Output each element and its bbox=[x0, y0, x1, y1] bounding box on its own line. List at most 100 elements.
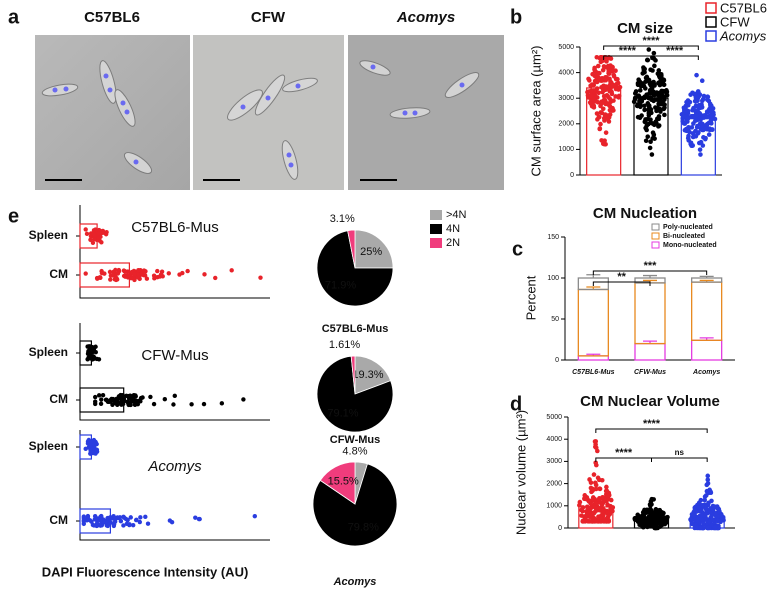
y-tick-label: 0 bbox=[558, 525, 562, 532]
error-bar bbox=[643, 274, 657, 278]
panel-letter: e bbox=[8, 205, 19, 227]
point bbox=[696, 505, 701, 510]
point bbox=[700, 143, 706, 148]
point bbox=[609, 83, 615, 89]
point bbox=[608, 505, 614, 511]
y-tick-label: 5000 bbox=[546, 414, 562, 421]
point bbox=[646, 523, 652, 528]
legend-label: C57BL6 bbox=[720, 0, 767, 15]
point bbox=[656, 520, 662, 525]
point bbox=[193, 515, 198, 520]
point bbox=[108, 399, 113, 404]
point bbox=[662, 112, 667, 118]
point bbox=[114, 396, 119, 402]
point bbox=[598, 515, 604, 520]
y-tick-label: 3000 bbox=[546, 458, 562, 465]
point bbox=[241, 397, 246, 402]
point bbox=[613, 86, 619, 92]
point bbox=[91, 346, 96, 351]
point bbox=[121, 396, 126, 401]
point bbox=[137, 519, 143, 525]
point bbox=[599, 502, 605, 507]
point bbox=[646, 77, 652, 83]
point bbox=[132, 277, 137, 283]
point bbox=[652, 63, 657, 69]
point bbox=[690, 90, 695, 96]
legend-swatch bbox=[705, 2, 717, 14]
y-tick-label: Spleen bbox=[29, 439, 68, 453]
point bbox=[702, 497, 708, 503]
point bbox=[169, 520, 175, 525]
point bbox=[604, 75, 610, 80]
point bbox=[707, 106, 712, 112]
point bbox=[91, 236, 97, 242]
point bbox=[705, 481, 711, 486]
point bbox=[127, 402, 133, 407]
point bbox=[83, 227, 88, 232]
point bbox=[649, 110, 654, 116]
point bbox=[719, 515, 725, 521]
y-axis-label: Percent bbox=[523, 275, 538, 320]
legend-label: Poly-nucleated bbox=[663, 224, 713, 231]
pie-slice bbox=[347, 229, 356, 269]
point bbox=[645, 93, 650, 98]
point bbox=[159, 269, 165, 274]
point bbox=[201, 401, 207, 407]
y-tick-label: Spleen bbox=[29, 228, 68, 242]
y-tick-label: 100 bbox=[547, 275, 559, 282]
point bbox=[648, 120, 654, 126]
point bbox=[151, 273, 157, 278]
point bbox=[642, 107, 647, 113]
point bbox=[652, 525, 658, 531]
point bbox=[108, 277, 113, 282]
point bbox=[685, 128, 690, 134]
x-tick-label: Acomys bbox=[692, 369, 720, 376]
point bbox=[155, 268, 160, 274]
point bbox=[592, 517, 597, 523]
pie-slice bbox=[354, 229, 394, 269]
point bbox=[219, 401, 225, 406]
point bbox=[649, 152, 655, 157]
point bbox=[103, 520, 108, 525]
point bbox=[643, 138, 649, 144]
point bbox=[690, 134, 696, 140]
legend-label: >4N bbox=[446, 209, 467, 221]
point bbox=[99, 397, 104, 402]
y-tick-label: 2000 bbox=[558, 121, 574, 128]
point bbox=[702, 494, 708, 499]
point bbox=[604, 59, 609, 64]
point bbox=[89, 519, 94, 524]
slice-label: 79.8% bbox=[348, 522, 379, 534]
point bbox=[591, 472, 597, 477]
point bbox=[597, 126, 603, 131]
point bbox=[144, 276, 150, 281]
x-tick-label: CFW-Mus bbox=[634, 369, 666, 376]
point bbox=[590, 495, 596, 500]
point bbox=[615, 80, 621, 86]
legend-swatch bbox=[705, 30, 717, 42]
point bbox=[660, 518, 665, 524]
point-cloud bbox=[83, 437, 100, 456]
point bbox=[94, 441, 99, 447]
point bbox=[84, 518, 90, 523]
point bbox=[252, 513, 257, 519]
point bbox=[658, 71, 664, 77]
point bbox=[121, 523, 126, 528]
point bbox=[258, 275, 263, 280]
error-bar bbox=[699, 275, 714, 278]
point bbox=[134, 517, 139, 523]
point bbox=[598, 78, 603, 83]
point bbox=[81, 514, 87, 519]
point bbox=[603, 130, 609, 135]
significance-bracket bbox=[651, 457, 708, 462]
chart-title: CM size bbox=[617, 20, 673, 37]
point bbox=[658, 107, 663, 112]
point bbox=[645, 134, 651, 139]
legend-label: 4N bbox=[446, 223, 460, 235]
chart-title: Acomys bbox=[147, 458, 202, 475]
point bbox=[162, 397, 168, 402]
point bbox=[580, 519, 586, 524]
point bbox=[115, 271, 121, 276]
point bbox=[597, 70, 602, 76]
y-tick-label: 1000 bbox=[546, 503, 562, 510]
